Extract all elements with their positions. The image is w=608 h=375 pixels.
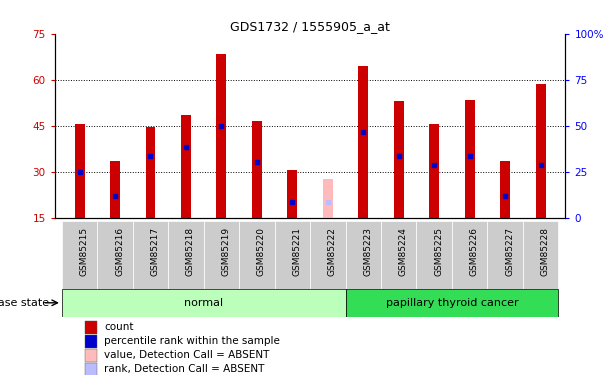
Bar <box>62 221 97 289</box>
Bar <box>381 221 416 289</box>
Bar <box>239 221 275 289</box>
Text: normal: normal <box>184 298 223 308</box>
Bar <box>216 54 226 217</box>
Bar <box>204 221 239 289</box>
Text: percentile rank within the sample: percentile rank within the sample <box>104 336 280 346</box>
Text: GSM85215: GSM85215 <box>80 226 89 276</box>
Bar <box>345 221 381 289</box>
Bar <box>465 100 475 218</box>
Bar <box>133 221 168 289</box>
Bar <box>452 221 488 289</box>
Bar <box>85 335 97 348</box>
Title: GDS1732 / 1555905_a_at: GDS1732 / 1555905_a_at <box>230 20 390 33</box>
Text: GSM85224: GSM85224 <box>399 226 408 276</box>
Bar <box>536 84 545 218</box>
Bar <box>488 221 523 289</box>
Text: GSM85227: GSM85227 <box>505 226 514 276</box>
Text: GSM85221: GSM85221 <box>292 226 302 276</box>
Text: count: count <box>104 322 134 332</box>
Bar <box>394 101 404 217</box>
Text: GSM85226: GSM85226 <box>469 226 478 276</box>
Text: GSM85219: GSM85219 <box>221 226 230 276</box>
Text: value, Detection Call = ABSENT: value, Detection Call = ABSENT <box>104 350 269 360</box>
Bar <box>429 124 439 218</box>
Text: rank, Detection Call = ABSENT: rank, Detection Call = ABSENT <box>104 364 264 374</box>
Bar <box>85 349 97 361</box>
Bar <box>500 161 510 218</box>
Bar <box>145 127 156 218</box>
Bar <box>85 321 97 334</box>
Bar <box>168 221 204 289</box>
Text: GSM85228: GSM85228 <box>541 226 550 276</box>
Bar <box>85 363 97 375</box>
Text: GSM85218: GSM85218 <box>186 226 195 276</box>
Bar <box>358 66 368 218</box>
Text: papillary thyroid cancer: papillary thyroid cancer <box>385 298 518 308</box>
Text: GSM85216: GSM85216 <box>115 226 124 276</box>
Bar <box>110 161 120 218</box>
Bar <box>62 289 345 317</box>
Bar <box>288 170 297 217</box>
Bar <box>75 124 85 218</box>
Bar <box>345 289 558 317</box>
Text: GSM85217: GSM85217 <box>151 226 159 276</box>
Text: GSM85220: GSM85220 <box>257 226 266 276</box>
Text: GSM85225: GSM85225 <box>434 226 443 276</box>
Bar <box>252 121 262 218</box>
Text: GSM85222: GSM85222 <box>328 226 337 276</box>
Text: GSM85223: GSM85223 <box>364 226 372 276</box>
Bar <box>416 221 452 289</box>
Bar <box>523 221 558 289</box>
Text: disease state: disease state <box>0 298 49 308</box>
Bar <box>97 221 133 289</box>
Bar <box>323 179 333 218</box>
Bar <box>310 221 345 289</box>
Bar <box>275 221 310 289</box>
Bar <box>181 115 191 218</box>
